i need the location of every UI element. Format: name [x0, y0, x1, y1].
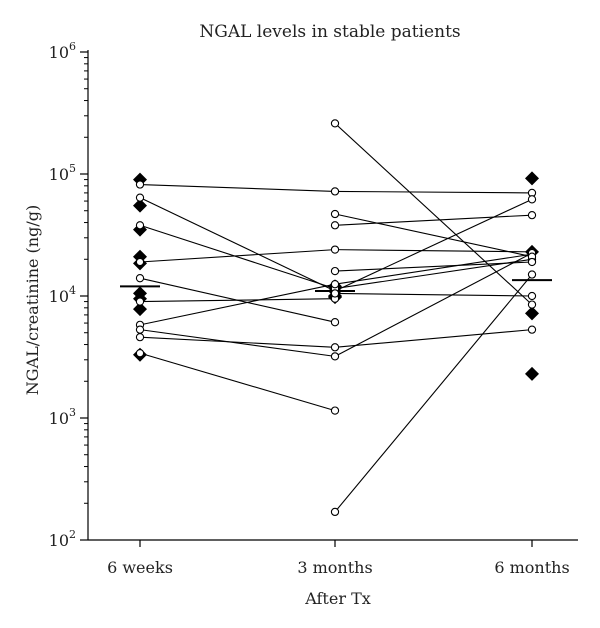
y-tick-label: 102 — [49, 528, 76, 550]
patient-point — [330, 209, 340, 219]
patient-point — [135, 257, 145, 267]
patient-point — [330, 343, 340, 352]
patient-line — [139, 298, 336, 303]
plot-area: 102 103 104 105 106 6 weeks 3 months 6 months — [49, 40, 578, 577]
patient-point — [135, 325, 145, 334]
patient-line — [139, 329, 336, 357]
patient-point — [330, 406, 340, 415]
patient-line — [139, 197, 336, 292]
patient-line — [139, 183, 336, 192]
patient-line — [334, 329, 533, 348]
patient-point — [135, 193, 145, 202]
patient-line — [334, 190, 533, 194]
patient-point — [330, 266, 340, 276]
patient-point — [527, 300, 537, 309]
patient-line — [139, 283, 336, 326]
patient-point — [527, 210, 537, 220]
patient-point — [330, 289, 340, 298]
patient-line — [139, 249, 336, 263]
patient-point — [330, 119, 340, 128]
patient-line — [334, 253, 533, 285]
patient-point — [135, 221, 145, 230]
patient-point — [527, 291, 537, 301]
patient-point — [330, 221, 340, 230]
patient-line — [334, 252, 533, 357]
patient-line — [334, 214, 533, 226]
patient-line — [334, 274, 533, 513]
y-tick-label: 104 — [49, 284, 76, 306]
patient-point — [527, 195, 537, 204]
patient-point — [330, 280, 340, 289]
y-axis-label: NGAL/creatinine (ng/g) — [23, 205, 42, 395]
diamond-point — [525, 171, 539, 186]
patient-point — [135, 349, 145, 358]
patient-point — [135, 180, 145, 189]
patient-point — [330, 352, 340, 361]
patient-point — [527, 325, 537, 334]
x-tick-label: 6 months — [494, 558, 569, 577]
x-tick-label: 6 weeks — [107, 558, 173, 577]
patient-line — [139, 352, 336, 412]
patient-line — [334, 292, 533, 297]
patient-point — [135, 274, 145, 283]
diamond-point — [525, 306, 539, 321]
patient-point — [135, 332, 145, 342]
patient-point — [527, 270, 537, 279]
chart-title: NGAL levels in stable patients — [199, 22, 460, 42]
patient-line — [139, 224, 336, 290]
patient-line — [334, 213, 533, 258]
diamond-point — [133, 198, 147, 213]
x-axis-label: After Tx — [304, 589, 371, 608]
patient-line — [334, 249, 533, 253]
y-tick-label: 105 — [49, 162, 76, 184]
patient-line — [334, 258, 533, 290]
y-tick-label: 103 — [49, 406, 76, 428]
patient-point — [330, 318, 340, 327]
y-tick-label: 106 — [49, 40, 76, 62]
patient-point — [330, 245, 340, 254]
patient-line — [334, 261, 533, 272]
x-tick-label: 3 months — [297, 558, 372, 577]
diamond-point — [133, 302, 147, 317]
diamond-point — [525, 366, 539, 381]
patient-point — [135, 297, 145, 306]
patient-line — [139, 336, 336, 348]
patient-point — [330, 507, 340, 517]
patient-point — [330, 187, 340, 196]
patient-line — [334, 122, 533, 306]
patient-line — [334, 198, 533, 292]
patient-point — [527, 257, 537, 267]
